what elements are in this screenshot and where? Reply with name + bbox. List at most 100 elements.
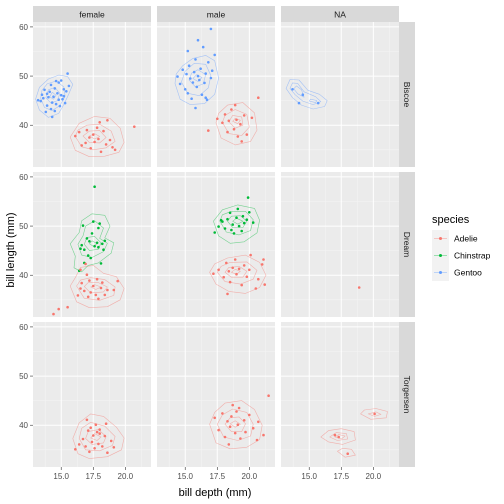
data-point	[43, 88, 46, 92]
data-point	[213, 231, 216, 234]
row-strip-label: Biscoe	[402, 82, 412, 108]
data-point	[97, 442, 100, 446]
data-point	[251, 426, 255, 430]
data-point	[233, 431, 237, 435]
contour-line	[228, 115, 244, 129]
contour-line	[232, 118, 241, 124]
row-strip-label: Torgersen	[402, 376, 412, 414]
y-tick-label: 60	[19, 23, 28, 32]
contour-line	[224, 416, 246, 432]
data-point	[235, 118, 238, 122]
data-point	[81, 437, 85, 441]
contour-line	[329, 432, 348, 441]
points-adelie	[74, 418, 116, 455]
data-point	[111, 146, 114, 149]
facet-panel-Biscoe-male	[157, 22, 275, 167]
data-point	[94, 293, 98, 297]
contour-line	[231, 269, 241, 275]
contour-line	[45, 87, 61, 104]
data-point	[239, 122, 242, 126]
panel-background	[157, 22, 275, 167]
data-point	[222, 275, 225, 279]
data-point	[67, 84, 71, 88]
contour-line	[181, 63, 212, 96]
data-point	[80, 243, 83, 247]
density-contour-adelie	[215, 102, 258, 146]
data-point	[40, 93, 44, 96]
facet-panel-Biscoe-NA	[281, 22, 399, 167]
column-strip	[33, 6, 151, 22]
legend-label: Adelie	[454, 234, 478, 244]
data-point	[223, 113, 227, 116]
contour-line	[35, 74, 74, 118]
y-tick-label: 50	[19, 372, 28, 381]
legend-entry-gentoo: Gentoo	[432, 264, 482, 281]
data-point	[223, 435, 227, 439]
legend-key-point	[439, 254, 442, 257]
data-point	[257, 96, 260, 99]
data-point	[86, 429, 90, 432]
data-point	[297, 101, 301, 105]
x-tick-label: 17.5	[333, 472, 349, 481]
data-point	[210, 69, 214, 72]
data-point	[231, 403, 234, 407]
data-point	[93, 185, 96, 188]
contour-line	[222, 109, 250, 136]
density-contour-chinstrap	[213, 204, 260, 244]
data-point	[104, 422, 108, 426]
data-point	[90, 232, 94, 235]
column-strip-label: male	[207, 10, 226, 20]
contour-line	[40, 80, 66, 111]
data-point	[235, 410, 238, 413]
data-point	[66, 305, 69, 309]
data-point	[112, 446, 116, 449]
data-point	[230, 415, 233, 418]
data-point	[59, 93, 63, 97]
points-adelie	[213, 394, 270, 446]
data-point	[213, 53, 216, 57]
data-point	[93, 447, 96, 450]
points-gentoo	[36, 72, 71, 119]
column-strip-label: female	[79, 10, 105, 20]
data-point	[106, 288, 109, 292]
legend-title: species	[432, 214, 470, 226]
y-axis-title: bill length (mm)	[5, 212, 17, 287]
data-point	[81, 224, 85, 227]
column-strip	[157, 6, 275, 22]
data-point	[189, 77, 192, 80]
y-tick-label: 40	[19, 121, 28, 130]
data-point	[85, 237, 89, 240]
contour-line	[49, 92, 57, 100]
data-point	[241, 214, 245, 218]
data-point	[260, 263, 264, 266]
data-point	[227, 443, 231, 446]
contour-line	[337, 448, 356, 458]
data-point	[316, 101, 320, 105]
data-point	[257, 277, 260, 281]
data-point	[245, 275, 249, 279]
data-point	[103, 434, 107, 438]
data-point	[59, 79, 63, 82]
contour-line	[367, 411, 382, 417]
data-point	[240, 283, 243, 287]
data-point	[263, 283, 267, 286]
data-point	[36, 98, 40, 102]
data-point	[98, 428, 101, 431]
data-point	[221, 121, 224, 125]
data-point	[181, 68, 184, 71]
contour-line	[219, 211, 254, 236]
facet-panel-Dream-male	[157, 172, 275, 317]
x-tick-label: 20.0	[366, 472, 382, 481]
contour-line	[78, 422, 116, 452]
data-point	[44, 110, 48, 114]
data-point	[246, 196, 250, 199]
data-point	[106, 119, 109, 122]
data-point	[196, 38, 200, 42]
data-point	[198, 78, 201, 82]
data-point	[228, 425, 232, 429]
data-point	[226, 130, 229, 134]
density-contour-gentoo	[174, 55, 219, 105]
data-point	[92, 434, 95, 437]
data-point	[237, 267, 241, 271]
